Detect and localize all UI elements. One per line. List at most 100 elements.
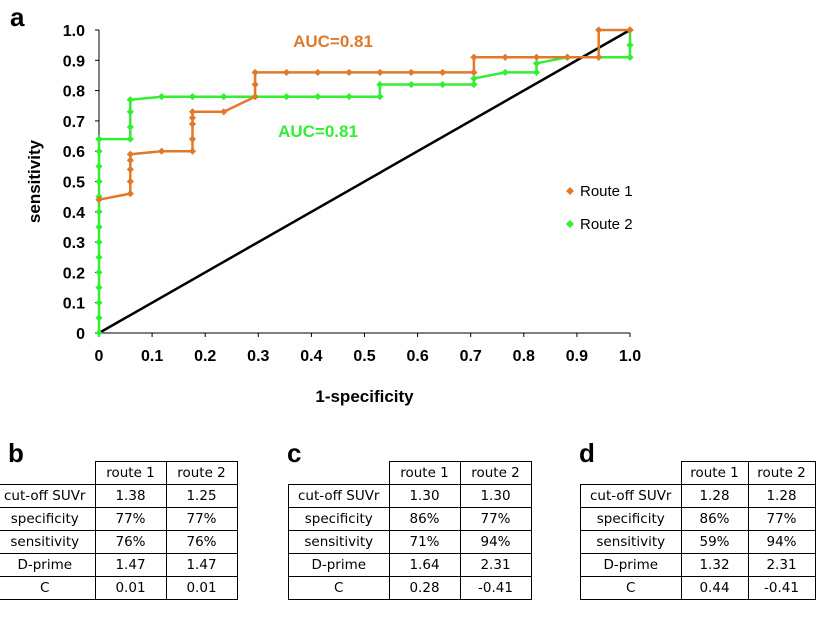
table-cell: 2.31 [747, 553, 816, 577]
data-point-route-1 [95, 196, 103, 204]
data-point-route-2 [314, 93, 322, 101]
data-point-route-1 [126, 156, 134, 164]
data-point-route-1 [126, 177, 134, 186]
row-header: C [580, 576, 682, 600]
row-header: D-prime [580, 553, 682, 577]
panel-label-d: d [579, 438, 595, 468]
data-point-route-2 [95, 162, 103, 170]
data-point-route-2 [95, 135, 103, 143]
table-cell: 0.01 [165, 576, 238, 600]
column-header: route 2 [459, 461, 532, 485]
column-header: route 1 [680, 461, 749, 485]
auc-annotation-route-2: AUC=0.81 [278, 122, 358, 141]
x-tick-label: 0.4 [300, 348, 322, 365]
x-tick-label: 0.5 [353, 348, 375, 365]
table-row: C 0.44 -0.41 [580, 576, 816, 600]
table-row: specificity 77% 77% [0, 507, 238, 531]
data-point-route-1 [126, 165, 134, 173]
data-point-route-2 [95, 147, 103, 155]
row-header: C [0, 576, 96, 600]
table-cell: 77% [165, 507, 238, 531]
table-cell: 1.38 [94, 484, 167, 508]
data-point-route-2 [95, 238, 103, 246]
table-row: sensitivity 76% 76% [0, 530, 238, 554]
y-tick-label: 0.6 [63, 144, 85, 161]
data-point-route-2 [470, 80, 478, 89]
table-cell: 0.28 [388, 576, 461, 600]
row-header: cut-off SUVr [580, 484, 682, 508]
table-cell: 1.64 [388, 553, 461, 577]
table-cell: 0.44 [680, 576, 749, 600]
x-tick-label: 0.8 [513, 348, 535, 365]
legend-marker-route-1 [566, 187, 574, 195]
table-row: C 0.01 0.01 [0, 576, 238, 600]
data-point-route-2 [158, 93, 166, 101]
y-tick-label: 0.9 [63, 53, 85, 70]
stats-table-b: route 1 route 2 cut-off SUVr 1.38 1.25 s… [0, 461, 238, 600]
data-point-route-2 [345, 93, 353, 101]
data-point-route-2 [126, 135, 134, 143]
x-tick-label: 0.3 [247, 348, 269, 365]
data-point-route-1 [282, 68, 291, 77]
data-point-route-1 [438, 68, 447, 77]
data-point-route-2 [95, 268, 103, 276]
data-point-route-2 [532, 59, 541, 67]
data-point-route-1 [470, 53, 478, 61]
panel-label-a: a [10, 2, 25, 32]
y-tick-label: 0.1 [63, 296, 85, 313]
data-point-route-1 [188, 147, 197, 155]
data-point-route-2 [126, 123, 134, 131]
legend-label-route-1: Route 1 [580, 183, 633, 200]
table-cell: 71% [388, 530, 461, 554]
row-header: C [288, 576, 390, 600]
table-cell: 77% [747, 507, 816, 531]
table-header-row: route 1 route 2 [580, 461, 816, 485]
chance-diagonal-line [98, 28, 631, 335]
table-row: specificity 86% 77% [580, 507, 816, 531]
series-line-route-1 [98, 28, 630, 201]
y-axis-title: sensitivity [25, 139, 44, 223]
data-point-route-1 [188, 108, 197, 116]
data-point-route-2 [126, 96, 134, 104]
data-point-route-1 [376, 68, 384, 77]
auc-annotation-route-1: AUC=0.81 [293, 32, 373, 51]
data-point-route-1 [595, 26, 603, 34]
column-header: route 1 [94, 461, 167, 485]
data-point-route-2 [470, 74, 478, 83]
table-cell: -0.41 [459, 576, 532, 600]
x-tick-label: 0.6 [406, 348, 428, 365]
y-tick-label: 1.0 [63, 23, 85, 40]
column-header: route 2 [747, 461, 816, 485]
table-cell: 1.30 [388, 484, 461, 508]
column-header: route 2 [165, 461, 238, 485]
data-point-route-1 [595, 53, 603, 61]
data-point-route-2 [188, 93, 197, 101]
table-row: cut-off SUVr 1.28 1.28 [580, 484, 816, 508]
panel-label-b: b [8, 438, 24, 468]
y-tick-label: 0.7 [63, 114, 85, 131]
table-row: D-prime 1.64 2.31 [288, 553, 532, 577]
data-point-route-2 [126, 108, 134, 116]
data-point-route-1 [188, 120, 197, 128]
data-point-route-2 [95, 253, 103, 261]
table-cell: 2.31 [459, 553, 532, 577]
row-header: specificity [580, 507, 682, 531]
data-point-route-2 [532, 68, 541, 77]
table-cell: 94% [459, 530, 532, 554]
table-row: specificity 86% 77% [288, 507, 532, 531]
legend-label-route-2: Route 2 [580, 216, 633, 233]
x-tick-label: 0 [95, 348, 104, 365]
column-header: route 1 [388, 461, 461, 485]
data-point-route-2 [95, 314, 103, 322]
data-point-route-1 [126, 190, 134, 198]
table-row: cut-off SUVr 1.30 1.30 [288, 484, 532, 508]
data-point-route-1 [188, 114, 197, 122]
y-tick-label: 0.3 [63, 235, 85, 252]
data-point-route-2 [95, 208, 103, 216]
row-header: specificity [288, 507, 390, 531]
table-cell: 76% [94, 530, 167, 554]
data-point-route-1 [345, 68, 353, 77]
data-point-route-2 [95, 299, 103, 307]
data-point-route-1 [407, 68, 415, 77]
data-point-route-1 [126, 150, 134, 158]
